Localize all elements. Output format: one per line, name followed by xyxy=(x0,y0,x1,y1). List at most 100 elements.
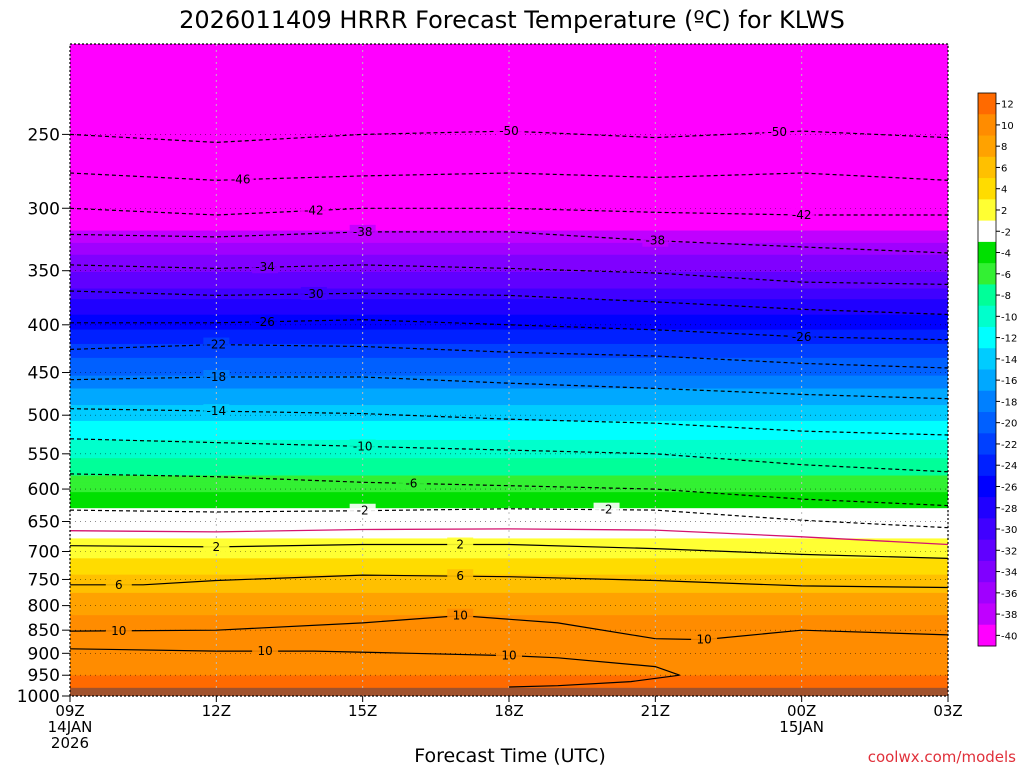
temperature-band xyxy=(70,417,948,422)
isotherm-label-bg xyxy=(642,233,669,247)
colorbar-label: 12 xyxy=(1001,100,1014,111)
colorbar-label: 6 xyxy=(1001,163,1007,174)
temperature-band xyxy=(70,532,948,537)
temperature-band xyxy=(70,339,948,345)
temperature-band xyxy=(70,555,948,560)
colorbar-swatch xyxy=(978,135,996,158)
temperature-band xyxy=(70,665,948,668)
isotherm-label-bg xyxy=(227,172,254,186)
temperature-band xyxy=(70,615,948,619)
colorbar-label: -36 xyxy=(1001,589,1017,600)
isotherm-label: -30 xyxy=(304,287,324,301)
temperature-band xyxy=(70,283,948,290)
temperature-band xyxy=(70,319,948,326)
credit-link[interactable]: coolwx.com/models xyxy=(868,748,1016,766)
isotherm-label-bg xyxy=(349,503,376,517)
temperature-band xyxy=(70,217,948,226)
temperature-band xyxy=(70,587,948,592)
colorbar-swatch xyxy=(978,114,996,137)
temperature-band xyxy=(70,379,948,386)
y-tick-label: 350 xyxy=(28,262,60,282)
colorbar-label: -30 xyxy=(1001,525,1017,536)
isotherm-label-bg xyxy=(252,644,279,658)
isotherm-label-bg xyxy=(203,539,230,553)
colorbar-label: -32 xyxy=(1001,546,1017,557)
x-tick-label: 14JAN xyxy=(48,718,93,736)
temperature-band xyxy=(70,458,948,463)
colorbar-label: 2 xyxy=(1001,206,1007,217)
temperature-band xyxy=(70,439,948,445)
temperature-band xyxy=(70,677,948,681)
temperature-band xyxy=(70,424,948,430)
isotherm-label-bg xyxy=(447,537,474,551)
temperature-band xyxy=(70,472,948,477)
colorbar-label: -10 xyxy=(1001,312,1017,323)
temperature-band xyxy=(70,116,948,126)
colorbar-label: -22 xyxy=(1001,440,1017,451)
isotherm-label-bg xyxy=(105,623,132,637)
colorbar-label: 4 xyxy=(1001,185,1007,196)
colorbar-frame xyxy=(977,92,997,647)
temperature-band xyxy=(70,266,948,273)
isotherm-label-bg xyxy=(203,369,230,383)
isotherm-label: 10 xyxy=(111,624,126,638)
colorbar-label: -18 xyxy=(1001,397,1017,408)
temperature-band xyxy=(70,443,948,449)
temperature-band xyxy=(70,211,948,219)
isotherm-label-bg xyxy=(252,314,279,328)
temperature-band xyxy=(70,248,948,256)
isotherm-label: -2 xyxy=(357,504,369,518)
freezing-line xyxy=(69,528,949,546)
isotherm-label: -26 xyxy=(792,330,812,344)
isotherm-label: -46 xyxy=(231,173,251,187)
colorbar-swatch xyxy=(978,369,996,392)
axes: 250 300 350 400 450 500 550 600 650 700 750 800 850 9… xyxy=(17,43,963,752)
colorbar-label: -6 xyxy=(1001,270,1011,281)
temperature-band xyxy=(70,304,948,311)
temperature-band xyxy=(70,485,948,490)
colorbar-swatch xyxy=(978,305,996,328)
isotherm-label-bg xyxy=(447,608,474,622)
temperature-band xyxy=(70,392,948,398)
temperature-band xyxy=(70,277,948,284)
colorbar-swatch xyxy=(978,518,996,541)
temperature-band xyxy=(70,544,948,548)
temperature-band xyxy=(70,610,948,614)
isotherm-label-bg xyxy=(300,286,327,300)
temperature-band xyxy=(70,605,948,609)
temperature-band xyxy=(70,230,948,238)
isotherm-label: -2 xyxy=(601,503,613,517)
temperature-band xyxy=(70,309,948,316)
temperature-band xyxy=(70,569,948,573)
isotherm-label-bg xyxy=(105,577,132,591)
temperature-band xyxy=(70,640,948,644)
temperature-band xyxy=(70,520,948,525)
temperature-band xyxy=(70,405,948,410)
x-tick-label: 2026 xyxy=(51,734,89,752)
temperature-band xyxy=(70,371,948,377)
y-tick-label: 450 xyxy=(28,364,60,384)
colorbar-swatch xyxy=(978,624,996,647)
temperature-band xyxy=(70,343,948,350)
isotherm-label: -38 xyxy=(646,234,666,248)
temperature-band xyxy=(70,622,948,626)
colorbar-label: -12 xyxy=(1001,334,1017,345)
colorbar-label: 8 xyxy=(1001,142,1007,153)
x-tick-label: 03Z xyxy=(933,702,962,720)
isotherm-label: 10 xyxy=(501,649,516,663)
temperature-band xyxy=(70,627,948,631)
temperature-band xyxy=(70,107,948,117)
y-tick-label: 300 xyxy=(28,199,60,219)
isotherm-label-bg xyxy=(398,476,425,490)
temperature-band xyxy=(70,260,948,268)
colorbar-swatch xyxy=(978,326,996,349)
colorbar-swatch xyxy=(978,582,996,604)
temperature-band xyxy=(70,669,948,673)
colorbar-label: -28 xyxy=(1001,504,1017,515)
x-tick-label: 00Z xyxy=(787,702,816,720)
temperature-band xyxy=(70,508,948,513)
temperature-band xyxy=(70,375,948,381)
y-tick-label: 950 xyxy=(28,666,60,686)
temperature-band xyxy=(70,465,948,470)
temperature-band xyxy=(70,388,948,394)
